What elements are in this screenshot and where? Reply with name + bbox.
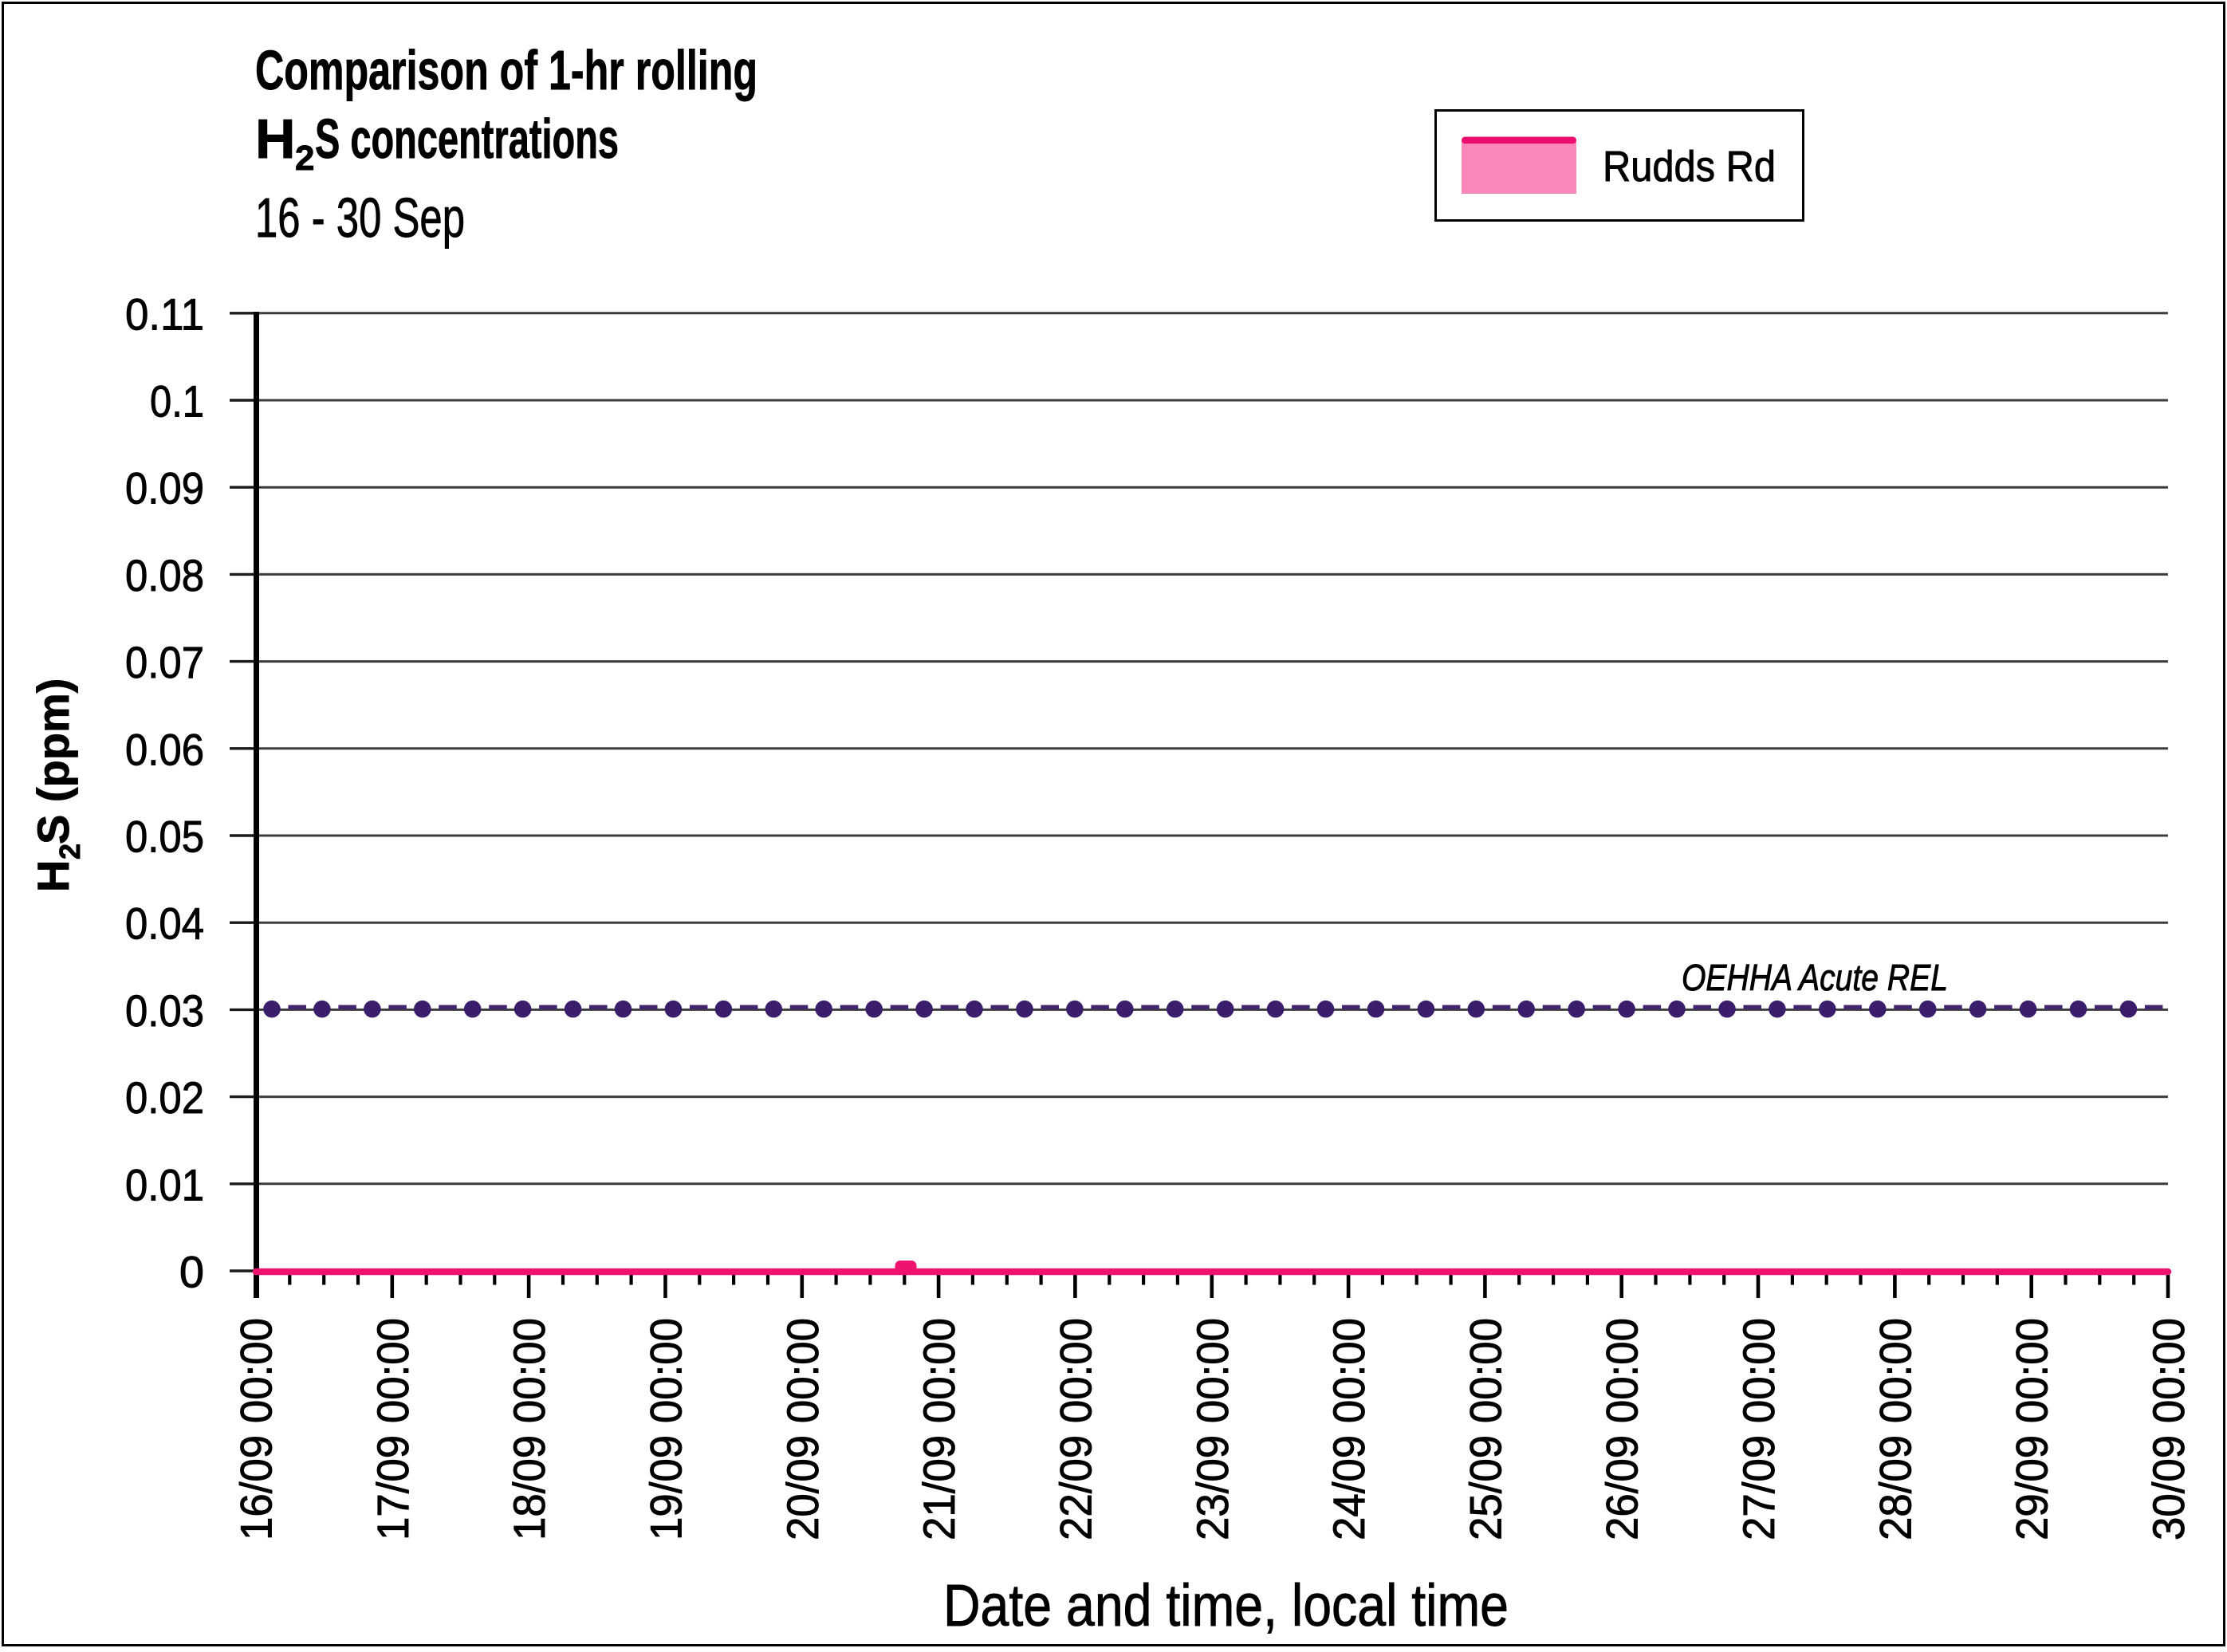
svg-text:H: H xyxy=(255,108,296,170)
svg-text:16 - 30 Sep: 16 - 30 Sep xyxy=(255,187,465,249)
svg-text:25/09 00:00: 25/09 00:00 xyxy=(1460,1318,1510,1540)
svg-text:0.06: 0.06 xyxy=(125,724,204,774)
svg-text:23/09 00:00: 23/09 00:00 xyxy=(1187,1318,1237,1540)
svg-text:0.1: 0.1 xyxy=(150,376,204,427)
svg-text:0.09: 0.09 xyxy=(125,463,204,513)
svg-text:0.05: 0.05 xyxy=(125,812,204,862)
svg-text:17/09 00:00: 17/09 00:00 xyxy=(368,1318,418,1540)
svg-text:0: 0 xyxy=(179,1247,204,1297)
svg-text:2: 2 xyxy=(53,844,86,859)
svg-text:S (ppm): S (ppm) xyxy=(28,678,78,844)
svg-text:Date and time, local time: Date and time, local time xyxy=(943,1572,1509,1638)
svg-text:18/09 00:00: 18/09 00:00 xyxy=(504,1318,554,1540)
svg-text:24/09 00:00: 24/09 00:00 xyxy=(1324,1318,1374,1540)
svg-text:22/09 00:00: 22/09 00:00 xyxy=(1050,1318,1100,1540)
svg-text:16/09 00:00: 16/09 00:00 xyxy=(231,1318,281,1540)
svg-text:0.02: 0.02 xyxy=(125,1072,204,1123)
svg-text:Comparison of 1-hr rolling: Comparison of 1-hr rolling xyxy=(255,39,757,101)
svg-text:20/09 00:00: 20/09 00:00 xyxy=(777,1318,828,1540)
svg-text:Rudds Rd: Rudds Rd xyxy=(1603,143,1776,191)
svg-text:2: 2 xyxy=(295,139,314,178)
svg-text:0.08: 0.08 xyxy=(125,550,204,600)
svg-text:0.04: 0.04 xyxy=(125,899,204,949)
svg-text:29/09 00:00: 29/09 00:00 xyxy=(2007,1318,2057,1540)
svg-text:0.01: 0.01 xyxy=(125,1159,204,1210)
svg-text:27/09 00:00: 27/09 00:00 xyxy=(1733,1318,1784,1540)
svg-text:OEHHA Acute REL: OEHHA Acute REL xyxy=(1682,957,1948,998)
svg-text:H: H xyxy=(28,860,78,892)
svg-text:0.03: 0.03 xyxy=(125,985,204,1036)
svg-text:26/09 00:00: 26/09 00:00 xyxy=(1597,1318,1647,1540)
svg-text:19/09 00:00: 19/09 00:00 xyxy=(641,1318,691,1540)
svg-text:0.11: 0.11 xyxy=(125,289,204,339)
svg-text:30/09 00:00: 30/09 00:00 xyxy=(2143,1318,2194,1540)
svg-text:28/09 00:00: 28/09 00:00 xyxy=(1870,1318,1920,1540)
svg-text:21/09 00:00: 21/09 00:00 xyxy=(914,1318,964,1540)
svg-text:0.07: 0.07 xyxy=(125,637,204,687)
svg-text:S concentrations: S concentrations xyxy=(315,108,619,170)
